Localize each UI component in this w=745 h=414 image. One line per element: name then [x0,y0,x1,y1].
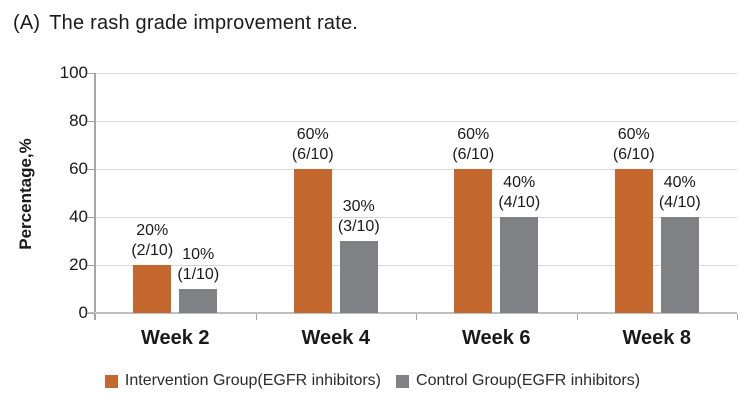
y-tick-label: 40 [69,207,88,226]
bar-control [179,289,218,313]
y-axis-tick [87,313,95,314]
x-category-label: Week 4 [301,327,371,349]
bar-data-label: 60% (6/10) [427,125,519,165]
y-axis-tick [87,217,95,218]
bar-data-label: 40% (4/10) [634,173,726,213]
panel-letter: (A) [13,12,41,34]
bar-intervention [133,265,172,313]
legend-item: Intervention Group(EGFR inhibitors) [104,372,382,390]
x-axis-tick [255,314,257,320]
bar-data-label-line: (2/10) [131,242,174,259]
y-tick-label: 20 [69,255,88,274]
bar-data-label-line: 20% [136,222,169,239]
y-axis-line [94,73,96,320]
bar-data-label-line: (4/10) [658,194,701,211]
bar-data-label: 60% (6/10) [267,125,359,165]
chart-title-text: The rash grade improvement rate. [49,12,359,34]
bar-data-label: 30% (3/10) [313,197,405,237]
bar-intervention [293,169,332,313]
bar-intervention [614,169,653,313]
x-category-label: Week 6 [461,327,531,349]
x-axis-tick [416,314,417,320]
gridline [95,169,737,170]
gridline [95,265,737,266]
bar-data-label-line: 60% [457,126,490,143]
bar-data-label: 10% (1/10) [152,245,244,285]
bar-data-label-line: (1/10) [177,266,220,283]
y-tick-label: 80 [69,111,88,130]
chart-title: (A) The rash grade improvement rate. [13,12,358,35]
bar-data-label-line: (6/10) [452,146,495,163]
legend-swatch-icon [104,374,118,388]
bar-data-label: 60% (6/10) [588,125,680,165]
x-axis-tick [576,314,578,320]
y-axis-tick [87,265,95,266]
x-axis-tick [95,314,96,320]
gridline [95,73,737,74]
bar-data-label-line: (4/10) [498,194,541,211]
legend-item: Control Group(EGFR inhibitors) [396,372,640,390]
bar-data-label-line: 30% [342,198,375,215]
plot-area: 20% (2/10) 60% (6/10) 60% (6/10) 60% (6/10) 10% (… [87,73,738,320]
y-tick-label: 60 [69,159,88,178]
y-tick-label: 0 [78,303,88,322]
x-axis-tick [737,314,738,320]
y-tick-label: 100 [59,63,88,82]
bar-data-label-line: (6/10) [612,146,655,163]
bar-control [339,241,378,313]
bar-control [500,217,539,313]
bar-control [660,217,699,313]
gridline [95,121,737,122]
bar-data-label-line: 40% [503,174,536,191]
bar-data-label-line: 10% [182,246,215,263]
y-axis-tick [87,121,95,122]
legend-label: Control Group(EGFR inhibitors) [416,372,641,389]
bar-intervention [454,169,493,313]
x-category-label: Week 2 [140,327,210,349]
x-category-label: Week 8 [622,327,692,349]
bar-data-label: 20% (2/10) [106,221,198,261]
legend: Intervention Group(EGFR inhibitors) Contr… [0,372,745,390]
y-axis-tick [87,169,95,170]
bar-data-label-line: (3/10) [337,218,380,235]
bar-data-label: 40% (4/10) [473,173,565,213]
bar-data-label-line: 60% [617,126,650,143]
x-axis-line [87,312,737,314]
bar-data-label-line: 60% [296,126,329,143]
legend-swatch-icon [396,374,410,388]
bar-data-label-line: 40% [663,174,696,191]
legend-label: Intervention Group(EGFR inhibitors) [124,372,382,389]
gridline [95,217,737,218]
bar-data-label-line: (6/10) [291,146,334,163]
y-axis-tick [87,73,95,74]
